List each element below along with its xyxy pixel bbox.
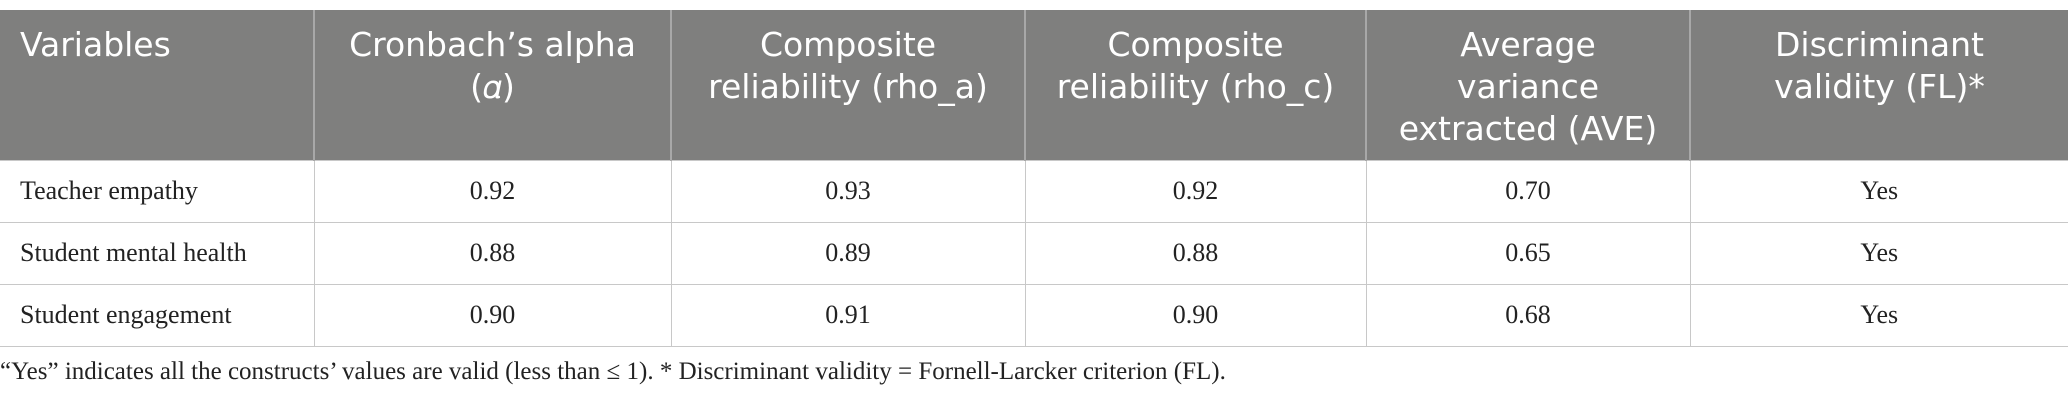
column-header: Composite reliability (rho_a) bbox=[670, 10, 1025, 160]
column-header: Variables bbox=[0, 10, 314, 160]
table-cell: 0.90 bbox=[313, 283, 672, 347]
table-cell: Yes bbox=[1689, 221, 2068, 285]
table-cell: 0.88 bbox=[313, 221, 672, 285]
table-cell: 0.68 bbox=[1365, 283, 1691, 347]
table-row: Student engagement 0.90 0.91 0.90 0.68 Yes bbox=[0, 283, 2068, 347]
row-label: Teacher empathy bbox=[0, 159, 315, 223]
table-cell: Yes bbox=[1689, 283, 2068, 347]
table-cell: 0.92 bbox=[313, 159, 672, 223]
table-cell: 0.65 bbox=[1365, 221, 1691, 285]
row-label: Student mental health bbox=[0, 221, 315, 285]
column-header: Cronbach’s alpha (𝛼) bbox=[313, 10, 671, 160]
column-header: Discriminant validity (FL)* bbox=[1689, 10, 2068, 160]
table-cell: 0.92 bbox=[1024, 159, 1367, 223]
column-header: Composite reliability (rho_c) bbox=[1024, 10, 1366, 160]
header-row: Variables Cronbach’s alpha (𝛼) Composite r… bbox=[0, 10, 2068, 160]
table-cell: 0.91 bbox=[670, 283, 1026, 347]
table-row: Teacher empathy 0.92 0.93 0.92 0.70 Yes bbox=[0, 159, 2068, 223]
table-row: Student mental health 0.88 0.89 0.88 0.65 Yes bbox=[0, 221, 2068, 285]
table-cell: Yes bbox=[1689, 159, 2068, 223]
row-label: Student engagement bbox=[0, 283, 315, 347]
table-cell: 0.88 bbox=[1024, 221, 1367, 285]
table-cell: 0.90 bbox=[1024, 283, 1367, 347]
table-cell: 0.93 bbox=[670, 159, 1026, 223]
table-cell: 0.70 bbox=[1365, 159, 1691, 223]
table-cell: 0.89 bbox=[670, 221, 1026, 285]
table-body: Teacher empathy 0.92 0.93 0.92 0.70 Yes Studen… bbox=[0, 159, 2068, 347]
column-header: Average variance extracted (AVE) bbox=[1365, 10, 1690, 160]
data-table: Variables Cronbach’s alpha (𝛼) Composite r… bbox=[0, 10, 2068, 347]
footnote: “Yes” indicates all the constructs’ valu… bbox=[0, 358, 1226, 385]
